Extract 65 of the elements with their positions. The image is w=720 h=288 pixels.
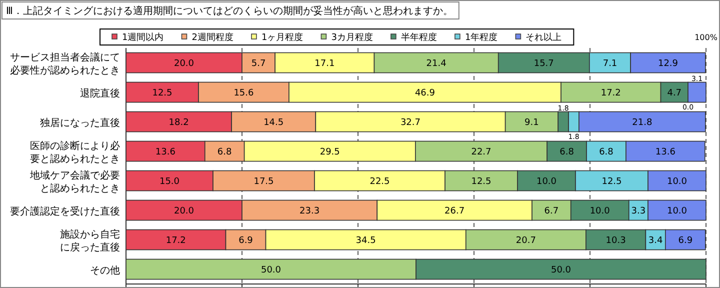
data-label: 6.7 bbox=[544, 206, 559, 216]
data-label: 6.9 bbox=[678, 236, 693, 246]
data-label: 17.2 bbox=[166, 236, 186, 246]
y-tick-label: 地域ケア会議で必要と認められたとき bbox=[29, 169, 120, 194]
data-label: 9.1 bbox=[524, 118, 539, 128]
data-label: 46.9 bbox=[414, 88, 436, 98]
data-label: 14.5 bbox=[264, 118, 284, 128]
legend-label: それ以上 bbox=[526, 32, 562, 43]
data-label: 6.9 bbox=[238, 236, 254, 246]
data-label: 22.7 bbox=[471, 147, 492, 158]
data-label: 10.0 bbox=[590, 206, 610, 216]
legend-label: 3カ月程度 bbox=[331, 32, 373, 43]
data-label: 12.5 bbox=[152, 88, 172, 98]
legend-label: 1ヶ月程度 bbox=[261, 32, 304, 43]
y-tick-label: 退院直後 bbox=[80, 87, 120, 100]
data-label: 17.2 bbox=[600, 88, 621, 98]
data-label: 6.8 bbox=[599, 147, 614, 158]
data-label: 6.8 bbox=[217, 147, 232, 158]
y-tick-label: サービス担当者会議にて必要性が認められたとき bbox=[10, 51, 120, 76]
data-label: 20.7 bbox=[516, 236, 536, 246]
data-label: 32.7 bbox=[400, 118, 421, 128]
data-label: 6.8 bbox=[560, 147, 574, 158]
data-label: 13.6 bbox=[155, 147, 176, 158]
data-label: 3.3 bbox=[631, 206, 646, 216]
data-label: 29.5 bbox=[320, 147, 340, 158]
data-label: 4.7 bbox=[667, 88, 682, 98]
data-label: 18.2 bbox=[168, 118, 189, 128]
y-tick-label: 要介護認定を受けた直後 bbox=[10, 205, 120, 218]
data-label: 3.4 bbox=[648, 236, 663, 246]
title: Ⅲ．上記タイミングにおける適用期間についてはどのくらいの期間が妥当性が高いと思われますか。 bbox=[2, 2, 460, 20]
data-label: 12.5 bbox=[602, 176, 622, 187]
data-label: 10.0 bbox=[666, 176, 688, 187]
x-tick-label: 100% bbox=[694, 33, 718, 42]
legend-label: 半年程度 bbox=[400, 32, 437, 43]
data-label: 50.0 bbox=[260, 265, 282, 276]
data-label: 10.0 bbox=[536, 176, 557, 187]
data-label: 34.5 bbox=[356, 236, 376, 246]
data-label: 10.0 bbox=[666, 206, 688, 216]
data-label: 50.0 bbox=[550, 265, 572, 276]
legend-label: 1週間以内 bbox=[122, 32, 164, 43]
data-label: 15.6 bbox=[234, 88, 254, 98]
legend-label: 1年程度 bbox=[464, 32, 498, 43]
data-label: 22.5 bbox=[370, 176, 390, 187]
y-tick-label: その他 bbox=[90, 264, 120, 276]
data-label: 20.0 bbox=[174, 206, 194, 216]
data-label: 13.6 bbox=[655, 147, 676, 158]
data-label: 21.4 bbox=[426, 58, 447, 69]
y-tick-label: 独居になった直後 bbox=[40, 116, 120, 129]
data-label: 10.3 bbox=[606, 236, 626, 246]
y-tick-label: 施設から自宅に戻った直後 bbox=[60, 228, 120, 254]
data-label: 21.8 bbox=[632, 118, 652, 128]
y-tick-label: 医師の診断により必要と認められたとき bbox=[30, 140, 120, 165]
data-label: 23.3 bbox=[300, 206, 320, 216]
data-label: 17.1 bbox=[314, 58, 335, 69]
data-label: 5.7 bbox=[251, 58, 266, 69]
data-label: 20.0 bbox=[174, 58, 194, 69]
legend-label: 2週間程度 bbox=[192, 32, 234, 43]
data-label: 12.9 bbox=[658, 58, 678, 69]
data-label: 7.1 bbox=[602, 58, 618, 69]
data-label: 12.5 bbox=[471, 176, 492, 187]
data-label: 15.7 bbox=[534, 58, 554, 69]
data-label: 17.5 bbox=[254, 176, 274, 187]
data-label: 26.7 bbox=[444, 206, 465, 216]
chart-title: Ⅲ．上記タイミングにおける適用期間についてはどのくらいの期間が妥当性が高いと思われますか。 bbox=[6, 5, 453, 17]
data-label: 15.0 bbox=[159, 176, 180, 187]
